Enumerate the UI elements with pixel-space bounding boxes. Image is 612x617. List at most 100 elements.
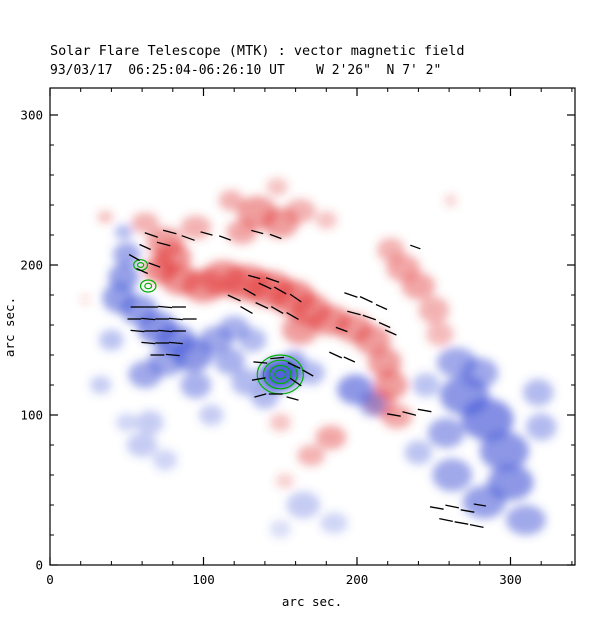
field-vector [141,341,156,345]
field-vector [329,351,343,359]
field-vector [402,411,417,416]
negative-polarity-blob [116,413,138,432]
field-vector [144,232,159,238]
field-vector [343,356,356,363]
negative-polarity-blob [198,404,224,426]
y-tick-label: 300 [20,108,43,123]
positive-polarity-blob [367,347,402,378]
negative-polarity-blob [427,418,465,448]
positive-polarity-blob [426,322,454,346]
axes: 0 100 200 300 0 100 200 300 [20,87,576,587]
negative-polarity-blob [505,505,546,535]
field-vector [273,286,287,295]
positive-polarity-blob [377,238,405,262]
field-vector [362,314,377,321]
field-vector [148,262,161,268]
positive-polarity-blob [218,190,244,211]
positive-polarity-blob [131,212,159,234]
field-vector [269,233,282,240]
negative-polarity-blob [358,392,387,417]
field-vector [255,302,269,309]
field-vector [302,369,314,377]
field-vector [165,353,180,357]
field-vector [181,235,195,241]
positive-polarity-blob [180,215,212,240]
field-vector [473,503,487,507]
field-vector [130,329,145,333]
field-vector [158,305,173,309]
negative-polarity-blob [320,512,348,534]
positive-polarity-blob [381,404,413,429]
negative-polarity-blob [99,329,124,351]
field-vector [218,235,232,241]
negative-polarity-blob [462,485,506,519]
x-axis-label: arc sec. [282,594,342,609]
field-vector [158,329,173,333]
negative-polarity-blob [269,520,291,538]
positive-polarity-blob [418,296,450,324]
field-vector [156,241,171,247]
x-tick-label: 0 [46,572,54,587]
field-vector [289,293,302,303]
field-vector [254,393,267,398]
contour-ring [262,359,298,390]
x-tick-label: 100 [192,572,215,587]
negative-polarity-blob [479,431,529,471]
positive-polarity-blob [97,211,114,223]
polarity-blobs [80,178,557,538]
positive-polarity-blob [80,295,90,304]
field-vector [286,312,299,320]
negative-polarity-blob [90,376,112,394]
field-vector [136,267,148,275]
negative-polarity-blob [231,368,262,396]
field-vectors [127,229,487,529]
positive-polarity-blob [266,178,288,196]
field-vector [162,229,177,235]
field-vector [445,504,460,509]
y-tick-label: 100 [20,408,43,423]
field-vector [128,253,141,262]
contour-ring [268,364,292,385]
contour-ring [139,279,157,293]
negative-polarity-blob [126,433,158,457]
field-vector [141,317,156,321]
field-vector [251,229,264,235]
field-map-layer [80,178,557,538]
positive-polarity-blob [269,413,291,432]
negative-polarity-blob [297,361,325,385]
negative-polarity-blob [136,410,164,435]
positive-polarity-blob [284,199,316,223]
field-vector [251,377,266,381]
contour-ring [136,262,145,269]
field-vector [286,396,299,401]
positive-polarity-blob [354,325,391,355]
negative-polarity-blob [152,449,178,471]
field-vector [270,306,284,314]
field-vector [240,306,253,314]
field-vector [460,509,475,513]
field-vector [270,356,285,360]
contour-ring [144,282,153,290]
field-vector [378,321,391,329]
positive-polarity-blob [297,445,325,466]
negative-polarity-blob [525,413,557,441]
field-vector [248,274,261,280]
field-vector [417,408,432,413]
field-vector [139,243,151,251]
x-tick-label: 200 [346,572,369,587]
negative-polarity-blob [286,491,321,519]
field-vector [168,317,183,321]
negative-polarity-blob [461,398,514,441]
field-vector [227,294,241,302]
positive-polarity-blob [401,272,436,300]
field-vector [347,310,361,316]
field-vector [429,506,444,510]
field-vector [289,377,302,387]
positive-polarity-blob [281,314,319,345]
positive-polarity-blob [315,425,347,450]
field-vector [386,413,401,417]
negative-polarity-blob [412,373,440,397]
y-tick-label: 200 [20,258,43,273]
